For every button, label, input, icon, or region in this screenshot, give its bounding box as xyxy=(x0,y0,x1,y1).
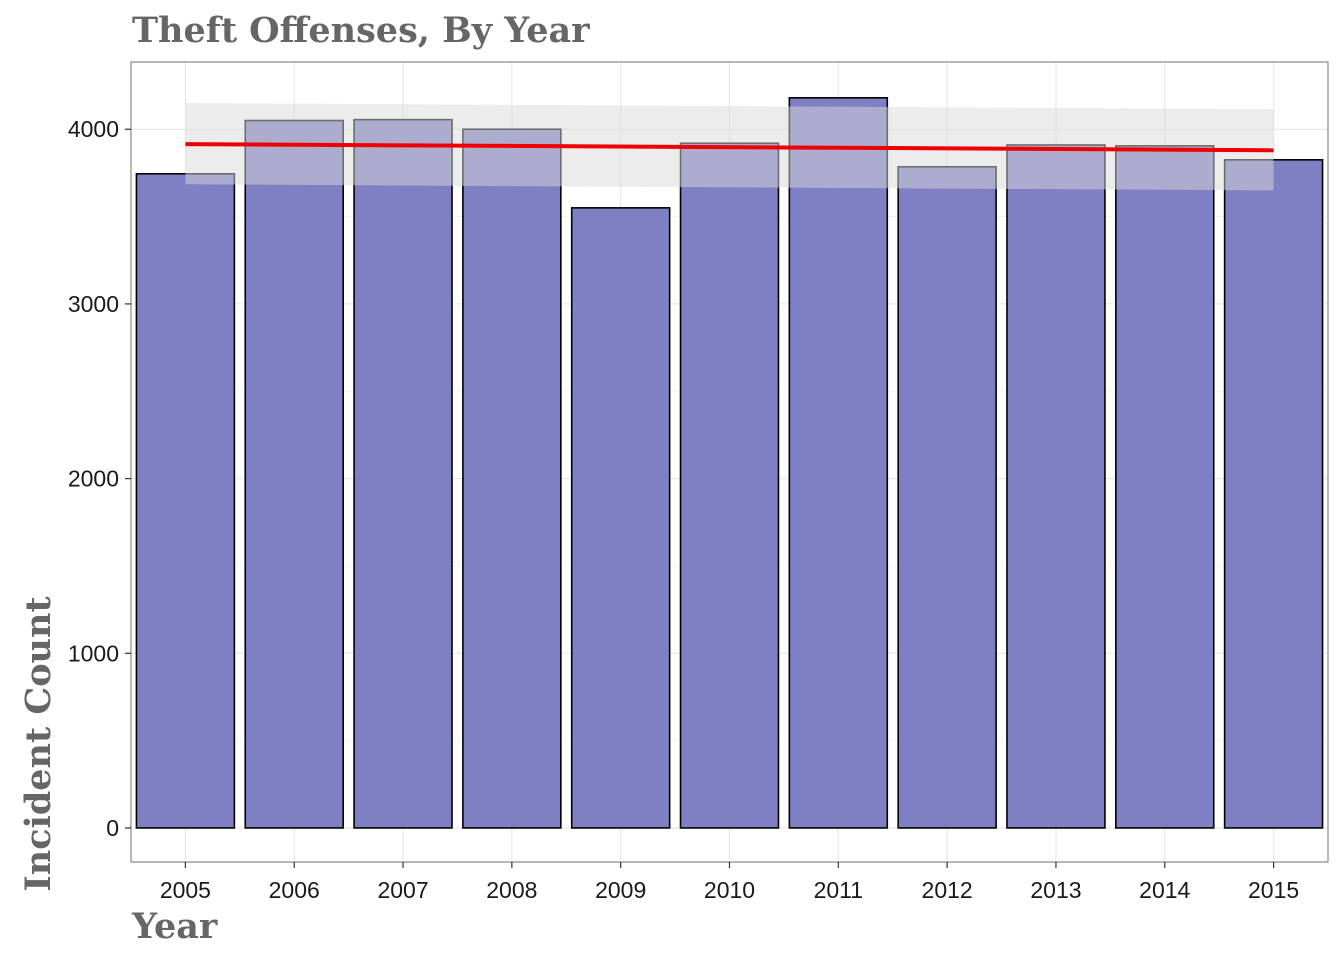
ticks-layer: 0 1000 2000 3000 4000 2005 2006 2007 2008 2009 201… xyxy=(68,116,1299,903)
y-tick-label: 3000 xyxy=(68,291,119,317)
x-tick-label: 2005 xyxy=(160,877,211,903)
bar-2010 xyxy=(679,142,780,829)
trend-line-layer xyxy=(185,142,1274,153)
bar-2007 xyxy=(353,118,453,829)
y-axis-title: Incident Count xyxy=(18,596,59,891)
bars-layer xyxy=(135,97,1324,829)
x-tick-label: 2015 xyxy=(1248,877,1299,903)
bar-2011 xyxy=(788,97,889,829)
bar-2005 xyxy=(135,172,236,829)
trend-line xyxy=(185,142,1274,153)
y-tick-label: 1000 xyxy=(68,640,119,666)
x-tick-label: 2007 xyxy=(377,877,428,903)
y-tick-label: 4000 xyxy=(68,116,119,142)
y-tick-label: 0 xyxy=(106,815,119,841)
bar-2009 xyxy=(570,207,671,829)
bar-2008 xyxy=(462,128,562,829)
x-tick-label: 2012 xyxy=(922,877,973,903)
y-tick-label: 2000 xyxy=(68,466,119,492)
x-tick-label: 2011 xyxy=(814,877,863,903)
x-tick-label: 2014 xyxy=(1139,877,1190,903)
bar-2006 xyxy=(244,119,344,829)
chart-title: Theft Offenses, By Year xyxy=(132,10,590,51)
x-tick-label: 2006 xyxy=(269,877,320,903)
bar-2013 xyxy=(1006,144,1106,829)
x-tick-label: 2013 xyxy=(1030,877,1081,903)
x-tick-label: 2009 xyxy=(595,877,646,903)
x-axis-title: Year xyxy=(131,906,218,947)
bar-2014 xyxy=(1115,145,1215,829)
bar-2012 xyxy=(897,166,997,829)
x-tick-label: 2010 xyxy=(704,877,755,903)
x-tick-label: 2008 xyxy=(486,877,537,903)
bar-2015 xyxy=(1223,159,1324,829)
